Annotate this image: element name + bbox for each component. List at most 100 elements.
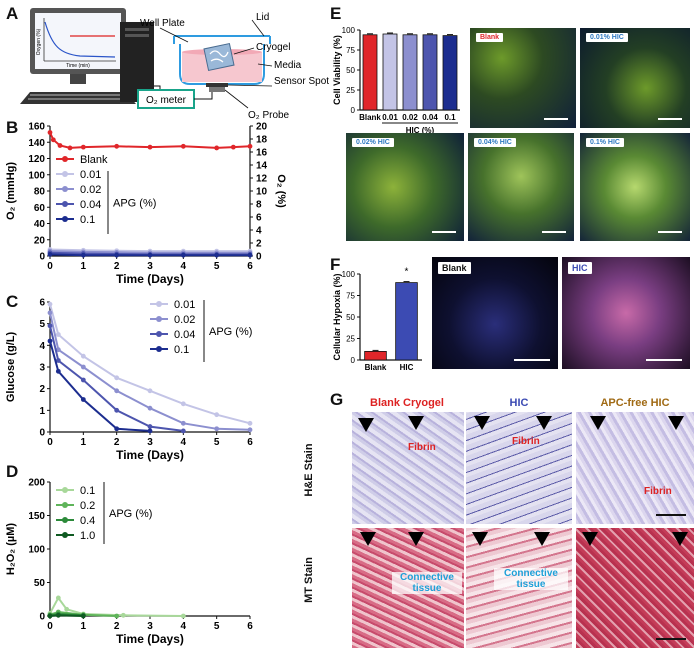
- x-tick-label: 3: [147, 261, 153, 272]
- o2-probe: [209, 87, 225, 92]
- legend-swatch-marker: [62, 487, 68, 493]
- chart-d: 0 1 2 3 4 5 6 0 50 100 150 200 Time (Days) H₂O₂ (µM) 0…: [5, 478, 253, 647]
- y-tick-label: 40: [34, 219, 46, 230]
- arrowhead-marker: [358, 418, 374, 432]
- y2-axis-title: O₂ (%): [275, 174, 287, 208]
- arrowhead-marker: [590, 416, 606, 430]
- label-media: Media: [274, 60, 302, 71]
- legend-label: 0.01: [174, 299, 195, 311]
- data-point: [47, 130, 53, 135]
- data-point: [80, 364, 86, 370]
- bar: [442, 35, 458, 111]
- legend-swatch-marker: [156, 316, 162, 322]
- legend-swatch-marker: [62, 532, 68, 538]
- data-point: [147, 424, 153, 429]
- legend-label: 0.02: [80, 184, 101, 196]
- panel-label-f: F: [330, 255, 341, 274]
- legend-swatch-marker: [62, 186, 68, 192]
- fibrin-label: Fibrin: [644, 486, 672, 497]
- label-sensor-spot: Sensor Spot: [274, 76, 329, 87]
- legend-group-title: APG (%): [109, 508, 152, 520]
- legend-label: 0.04: [80, 199, 101, 211]
- x-tick-label: Blank: [365, 363, 387, 372]
- data-point: [214, 426, 220, 432]
- x-tick-label: 3: [147, 621, 153, 632]
- y-tick-label: 75: [346, 46, 355, 55]
- micrograph-tag-001: 0.01% HIC: [586, 33, 628, 42]
- data-point: [55, 595, 61, 601]
- data-point: [180, 143, 186, 149]
- data-point: [214, 412, 220, 418]
- y-tick-label: 100: [342, 270, 356, 279]
- hypoxia-image-hic: HIC: [562, 257, 690, 369]
- scale-bar: [542, 231, 566, 233]
- cryogel: [203, 42, 235, 72]
- chart-f: 0 25 50 75 100 Blank HIC Cellular Hypoxia (%) *: [332, 267, 422, 372]
- micrograph-hic-004: 0.04% HIC: [468, 133, 574, 241]
- data-point: [247, 420, 253, 426]
- histo-mt-apc-free: [576, 528, 694, 648]
- y2-tick-label: 8: [256, 200, 262, 211]
- data-point: [147, 428, 153, 434]
- y-tick-label: 50: [346, 66, 355, 75]
- series-line: [49, 325, 184, 432]
- y-tick-label: 2: [39, 384, 45, 395]
- legend-label: Blank: [80, 154, 108, 166]
- y-tick-label: 50: [34, 578, 46, 589]
- data-point: [55, 332, 61, 337]
- data-point: [247, 427, 253, 433]
- data-point: [230, 144, 236, 150]
- x-tick-label: Blank: [359, 113, 381, 122]
- row-title-he: H&E Stain: [303, 443, 315, 497]
- data-point: [180, 420, 186, 426]
- x-tick-label: 0.02: [402, 113, 418, 122]
- data-point: [55, 347, 61, 353]
- x-tick-label: 6: [247, 621, 253, 632]
- x-tick-label: 4: [181, 261, 187, 272]
- scale-bar: [656, 514, 686, 516]
- legend-group-title: APG (%): [209, 326, 252, 338]
- data-point: [120, 612, 126, 618]
- panel-label-b: B: [6, 118, 19, 137]
- bar: [362, 34, 378, 111]
- x-axis-title: Time (Days): [116, 448, 184, 462]
- micrograph-hic-002: 0.02% HIC: [346, 133, 464, 241]
- fibrin-label: Fibrin: [512, 436, 540, 447]
- data-point: [55, 612, 61, 618]
- y-tick-label: 25: [346, 335, 355, 344]
- y-tick-label: 50: [346, 313, 355, 322]
- y-tick-label: 1: [39, 406, 45, 417]
- x-axis-title: Time (Days): [116, 272, 184, 286]
- data-point: [47, 251, 53, 257]
- data-point: [67, 145, 73, 151]
- series-line: [49, 610, 117, 617]
- legend-label: 0.2: [80, 500, 95, 512]
- label-well-plate: Well Plate: [140, 18, 185, 29]
- y-tick-label: 0: [39, 252, 45, 263]
- data-point: [147, 388, 153, 394]
- sensor-spot: [206, 83, 228, 87]
- hypoxia-tag-hic: HIC: [568, 262, 592, 274]
- y-tick-label: 3: [39, 363, 45, 374]
- x-tick-label: 0.04: [422, 113, 438, 122]
- x-tick-label: 2: [114, 621, 120, 632]
- data-point: [114, 407, 120, 413]
- legend-swatch-marker: [62, 216, 68, 222]
- y-tick-label: 6: [39, 298, 45, 309]
- x-tick-label: 0: [47, 261, 53, 272]
- y2-tick-label: 18: [256, 135, 268, 146]
- bar: [364, 351, 387, 361]
- y-tick-label: 140: [28, 138, 45, 149]
- lid: [173, 35, 271, 44]
- x-tick-label: 1: [81, 261, 87, 272]
- micrograph-blank: Blank: [470, 28, 576, 128]
- x-tick-label: 0: [47, 437, 53, 448]
- connective-tissue-label: Connective tissue: [494, 568, 568, 590]
- data-point: [80, 252, 86, 258]
- legend-swatch-marker: [62, 156, 68, 162]
- x-tick-label: 3: [147, 437, 153, 448]
- series-line: [49, 614, 84, 617]
- scale-bar: [514, 359, 550, 361]
